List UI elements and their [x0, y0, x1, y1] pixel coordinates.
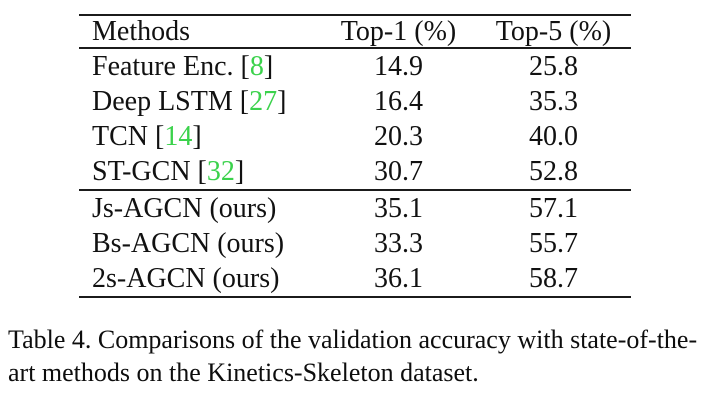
citation-link[interactable]: [8] [241, 51, 274, 82]
method-name: Feature Enc. [92, 50, 234, 82]
top1-cell: 20.3 [374, 120, 423, 152]
table-row-feature-enc: Feature Enc. [8] 14.9 25.8 [79, 49, 631, 84]
method-name: 2s-AGCN (ours) [92, 262, 280, 294]
table-row-2s-agcn: 2s-AGCN (ours) 36.1 58.7 [79, 261, 631, 296]
table-caption: Table 4. Comparisons of the validation a… [8, 323, 714, 389]
top1-cell: 35.1 [374, 192, 423, 224]
top1-cell: 36.1 [374, 262, 423, 294]
top5-cell: 40.0 [529, 120, 578, 152]
table-row-st-gcn: ST-GCN [32] 30.7 52.8 [79, 154, 631, 189]
citation-bracket-close: ] [234, 155, 245, 187]
table-header-rule [79, 47, 631, 49]
method-name: ST-GCN [92, 155, 191, 187]
citation-link[interactable]: [32] [198, 156, 245, 187]
citation-number[interactable]: 27 [249, 85, 278, 117]
top5-cell: 55.7 [529, 227, 578, 259]
citation-bracket-open: [ [239, 85, 250, 117]
table-row-deep-lstm: Deep LSTM [27] 16.4 35.3 [79, 84, 631, 119]
top5-cell: 35.3 [529, 85, 578, 117]
method-cell: TCN [14] [79, 121, 321, 153]
caption-line-1: Table 4. Comparisons of the validation a… [8, 325, 698, 354]
table-row-tcn: TCN [14] 20.3 40.0 [79, 119, 631, 154]
top1-cell: 14.9 [374, 50, 423, 82]
method-cell: Deep LSTM [27] [79, 86, 321, 118]
citation-bracket-open: [ [197, 155, 207, 187]
top5-cell: 57.1 [529, 192, 578, 224]
citation-number[interactable]: 8 [249, 50, 264, 82]
table-header-row: Methods Top-1 (%) Top-5 (%) [79, 16, 631, 47]
citation-bracket-open: [ [155, 120, 165, 152]
method-name: Deep LSTM [92, 85, 233, 117]
method-name: Js-AGCN (ours) [92, 192, 277, 224]
col-header-top1: Top-1 (%) [340, 16, 457, 47]
citation-number[interactable]: 14 [164, 120, 193, 152]
citation-bracket-close: ] [263, 50, 274, 82]
top1-cell: 30.7 [374, 155, 423, 187]
caption-line-2: art methods on the Kinetics-Skeleton dat… [8, 358, 479, 387]
results-table: Methods Top-1 (%) Top-5 (%) Feature Enc.… [79, 14, 631, 298]
citation-bracket-close: ] [192, 120, 202, 152]
method-cell: Feature Enc. [8] [79, 51, 321, 83]
table-bottom-rule [79, 296, 631, 298]
top1-cell: 16.4 [374, 85, 423, 117]
citation-number[interactable]: 32 [206, 155, 235, 187]
top5-cell: 58.7 [529, 262, 578, 294]
citation-link[interactable]: [14] [155, 121, 202, 152]
table-row-js-agcn: Js-AGCN (ours) 35.1 57.1 [79, 191, 631, 226]
method-cell: Js-AGCN (ours) [79, 193, 321, 225]
top5-cell: 52.8 [529, 155, 578, 187]
col-header-methods: Methods [92, 16, 190, 47]
method-cell: 2s-AGCN (ours) [79, 263, 321, 295]
method-cell: Bs-AGCN (ours) [79, 228, 321, 260]
citation-bracket-close: ] [277, 85, 287, 117]
citation-link[interactable]: [27] [240, 86, 287, 117]
top1-cell: 33.3 [374, 227, 423, 259]
table-mid-rule [79, 189, 631, 191]
col-header-top5: Top-5 (%) [495, 16, 612, 47]
table-row-bs-agcn: Bs-AGCN (ours) 33.3 55.7 [79, 226, 631, 261]
method-name: TCN [92, 120, 148, 152]
citation-bracket-open: [ [240, 50, 250, 82]
top5-cell: 25.8 [529, 50, 578, 82]
method-name: Bs-AGCN (ours) [92, 227, 285, 259]
method-cell: ST-GCN [32] [79, 156, 321, 188]
table-top-rule [79, 14, 631, 16]
